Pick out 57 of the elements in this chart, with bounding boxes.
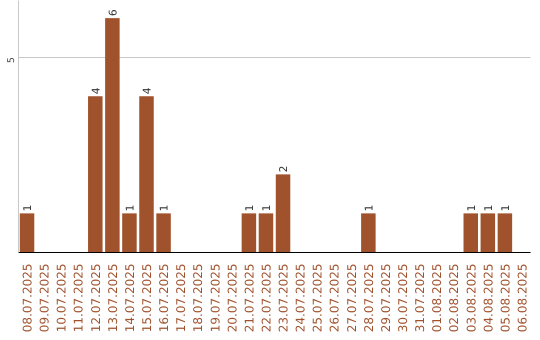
data-label: 1	[260, 204, 273, 212]
bar	[480, 213, 496, 252]
bar	[242, 213, 256, 252]
x-tick-label: 10.07.2025	[54, 263, 69, 332]
x-tick-label: 25.07.2025	[310, 263, 325, 332]
data-label: 1	[21, 204, 34, 212]
x-tick-label: 20.07.2025	[225, 263, 240, 332]
x-tick-label: 23.07.2025	[276, 263, 291, 332]
bar	[464, 213, 478, 252]
x-tick-label: 11.07.2025	[72, 263, 86, 332]
x-tick-label: 14.07.2025	[122, 263, 137, 332]
x-tick-label: 03.08.2025	[464, 263, 478, 332]
data-label: 6	[106, 9, 120, 16]
bar	[20, 213, 34, 252]
bar	[122, 213, 137, 252]
data-label: 1	[482, 204, 495, 212]
bar	[276, 174, 290, 252]
x-tick-label: 18.07.2025	[191, 263, 206, 332]
data-label: 2	[277, 166, 290, 172]
bar	[88, 96, 103, 252]
data-label: 4	[89, 87, 102, 94]
x-tick-label: 02.08.2025	[447, 263, 462, 332]
data-label: 1	[464, 204, 478, 212]
x-tick-label: 09.07.2025	[38, 263, 52, 332]
bar	[105, 18, 120, 252]
x-tick-label: 29.07.2025	[378, 263, 393, 332]
bar	[156, 213, 171, 252]
x-tick-label: 05.08.2025	[498, 263, 512, 332]
data-label: 1	[158, 204, 171, 212]
x-tick-label: 13.07.2025	[106, 263, 120, 332]
bar	[139, 96, 154, 252]
x-tick-label: 31.07.2025	[413, 263, 428, 332]
data-label: 1	[498, 204, 512, 212]
bar	[258, 213, 274, 252]
x-tick-label: 06.08.2025	[515, 263, 530, 332]
x-tick-label: 22.07.2025	[259, 263, 274, 332]
data-label: 1	[123, 204, 136, 212]
x-tick-label: 21.07.2025	[242, 263, 256, 332]
x-tick-label: 04.08.2025	[481, 263, 496, 332]
x-tick-label: 15.07.2025	[140, 263, 154, 332]
data-label: 4	[140, 87, 154, 94]
x-tick-label: 08.07.2025	[20, 263, 35, 332]
data-label: 1	[242, 204, 256, 212]
x-tick-label: 30.07.2025	[396, 263, 410, 332]
data-label: 1	[362, 204, 376, 212]
x-tick-label: 19.07.2025	[208, 263, 222, 332]
x-tick-label: 17.07.2025	[174, 263, 188, 332]
x-tick-label: 16.07.2025	[157, 263, 172, 332]
x-tick-label: 28.07.2025	[362, 263, 376, 332]
x-tick-label: 24.07.2025	[294, 263, 308, 332]
x-tick-label: 01.08.2025	[430, 263, 444, 332]
x-tick-label: 27.07.2025	[344, 263, 359, 332]
bar	[498, 213, 512, 252]
y-tick-label: 5	[6, 57, 17, 64]
x-tick-label: 12.07.2025	[88, 263, 103, 332]
x-tick-label: 26.07.2025	[328, 263, 342, 332]
bar	[361, 213, 376, 252]
